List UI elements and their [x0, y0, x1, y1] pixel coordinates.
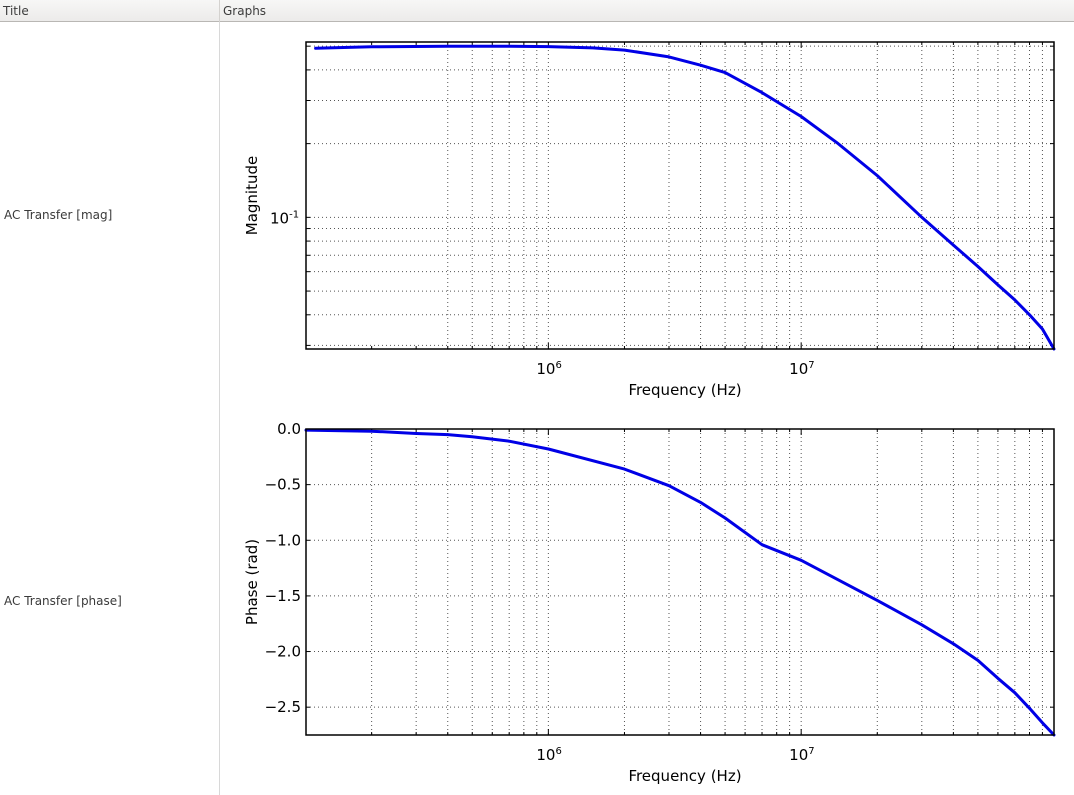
plot-area: [305, 41, 1056, 351]
x-axis-label: Frequency (Hz): [628, 767, 741, 785]
column-header-title[interactable]: Title: [0, 0, 220, 22]
x-axis-label: Frequency (Hz): [628, 381, 741, 399]
y-tick-label: −0.5: [265, 476, 301, 494]
row-title-magnitude: AC Transfer [mag]: [4, 208, 113, 222]
data-trace: [304, 428, 1056, 737]
axes-frame: [305, 428, 1055, 736]
x-tick-label: 107: [789, 360, 814, 378]
row-title-phase: AC Transfer [phase]: [4, 594, 122, 608]
axes-frame: [305, 41, 1055, 350]
phase-chart: 106 107 0.0 −0.5 −1.0 −1.5 −2.0 −2.5 Frequency (…: [243, 420, 1056, 785]
column-divider: [219, 22, 220, 795]
magnitude-chart: 106 107 10-1 Frequency (Hz) Magnitude: [243, 41, 1056, 399]
plot-area: [304, 428, 1056, 737]
y-axis-label: Phase (rad): [243, 539, 261, 625]
y-axis-label: Magnitude: [243, 156, 261, 235]
y-tick-label: −2.5: [265, 698, 301, 716]
table-header: Title Graphs: [0, 0, 1074, 22]
data-trace: [314, 44, 1056, 351]
x-tick-label: 107: [789, 746, 814, 764]
y-tick-label: −2.0: [265, 643, 301, 661]
x-tick-label: 106: [536, 746, 561, 764]
y-tick-label: −1.0: [265, 531, 301, 549]
y-tick-label: 0.0: [277, 420, 301, 438]
column-header-graphs[interactable]: Graphs: [223, 4, 267, 18]
y-tick-label: 10-1: [270, 209, 299, 227]
x-tick-label: 106: [536, 360, 561, 378]
y-tick-label: −1.5: [265, 587, 301, 605]
